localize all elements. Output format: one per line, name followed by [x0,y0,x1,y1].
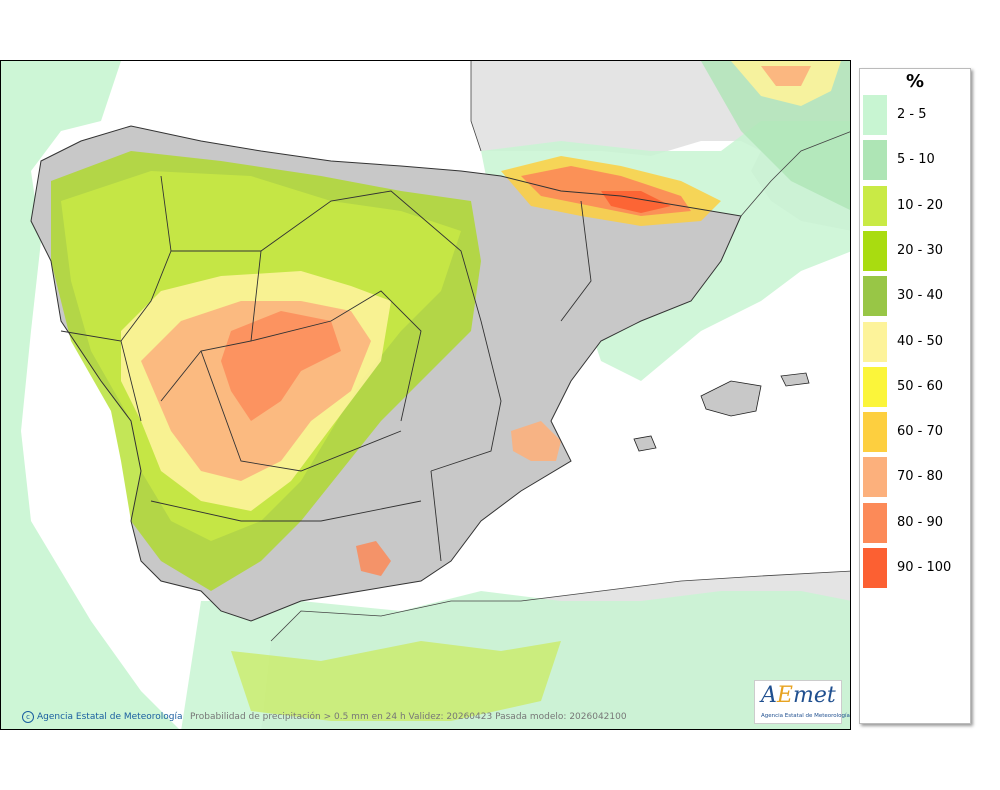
legend-item: 10 - 20 [863,184,963,226]
legend-swatch [863,321,887,362]
legend-swatch [863,412,887,453]
legend-label: 5 - 10 [897,152,935,168]
legend-item: 80 - 90 [863,501,963,543]
legend-item: 20 - 30 [863,229,963,271]
precip-valencia [511,421,561,461]
legend-label: 60 - 70 [897,424,944,440]
legend-item: 5 - 10 [863,138,963,181]
aemet-logo-mark: AEmet [761,683,836,708]
copyright-icon: c [22,711,34,723]
legend-swatch [863,140,887,181]
iberia-coastline [30,125,742,622]
legend-swatch [863,276,887,317]
legend: % 2 - 5 5 - 10 10 - 20 20 - 30 30 - 40 40 - 5… [859,68,971,724]
legend-swatch [863,502,887,543]
legend-swatch [863,95,887,135]
legend-swatch [863,548,887,588]
legend-item: 40 - 50 [863,320,963,362]
region-borders [60,175,592,562]
legend-label: 40 - 50 [897,333,944,349]
precip-pyrenees-darkred [601,191,671,213]
balearic-mallorca [700,380,762,417]
precip-granada [356,541,391,576]
legend-swatch [863,366,887,407]
precipitation-probability-map [0,60,851,730]
legend-item: 30 - 40 [863,274,963,317]
aemet-logo-subtitle: Agencia Estatal de Meteorología [761,713,850,719]
legend-label: 2 - 5 [897,107,927,122]
legend-swatch [863,457,887,498]
legend-swatch [863,185,887,226]
precip-atlantic [1,61,179,729]
legend-label: 80 - 90 [897,514,944,530]
legend-item: 70 - 80 [863,455,963,498]
legend-item: 90 - 100 [863,546,963,588]
africa-coastline [270,570,850,642]
legend-swatch [863,230,887,271]
agency-credit-text: Agencia Estatal de Meteorología [37,712,183,722]
legend-label: 70 - 80 [897,469,944,485]
map-caption: Probabilidad de precipitación > 0.5 mm e… [190,712,627,722]
france-coastline [470,61,850,217]
legend-item: 50 - 60 [863,365,963,407]
legend-label: 50 - 60 [897,378,944,394]
balearic-menorca [780,372,810,387]
legend-label: 10 - 20 [897,197,944,213]
legend-label: 20 - 30 [897,242,944,258]
legend-title: % [905,71,925,92]
agency-credit: c Agencia Estatal de Meteorología [22,711,183,723]
precip-africa-green [231,641,561,721]
aemet-logo: AEmet Agencia Estatal de Meteorología [754,680,850,724]
legend-label: 30 - 40 [897,288,944,304]
legend-label: 90 - 100 [897,560,952,575]
legend-item: 2 - 5 [863,93,963,135]
legend-item: 60 - 70 [863,410,963,453]
balearic-ibiza [633,435,657,452]
precip-alps-orange [761,66,811,86]
